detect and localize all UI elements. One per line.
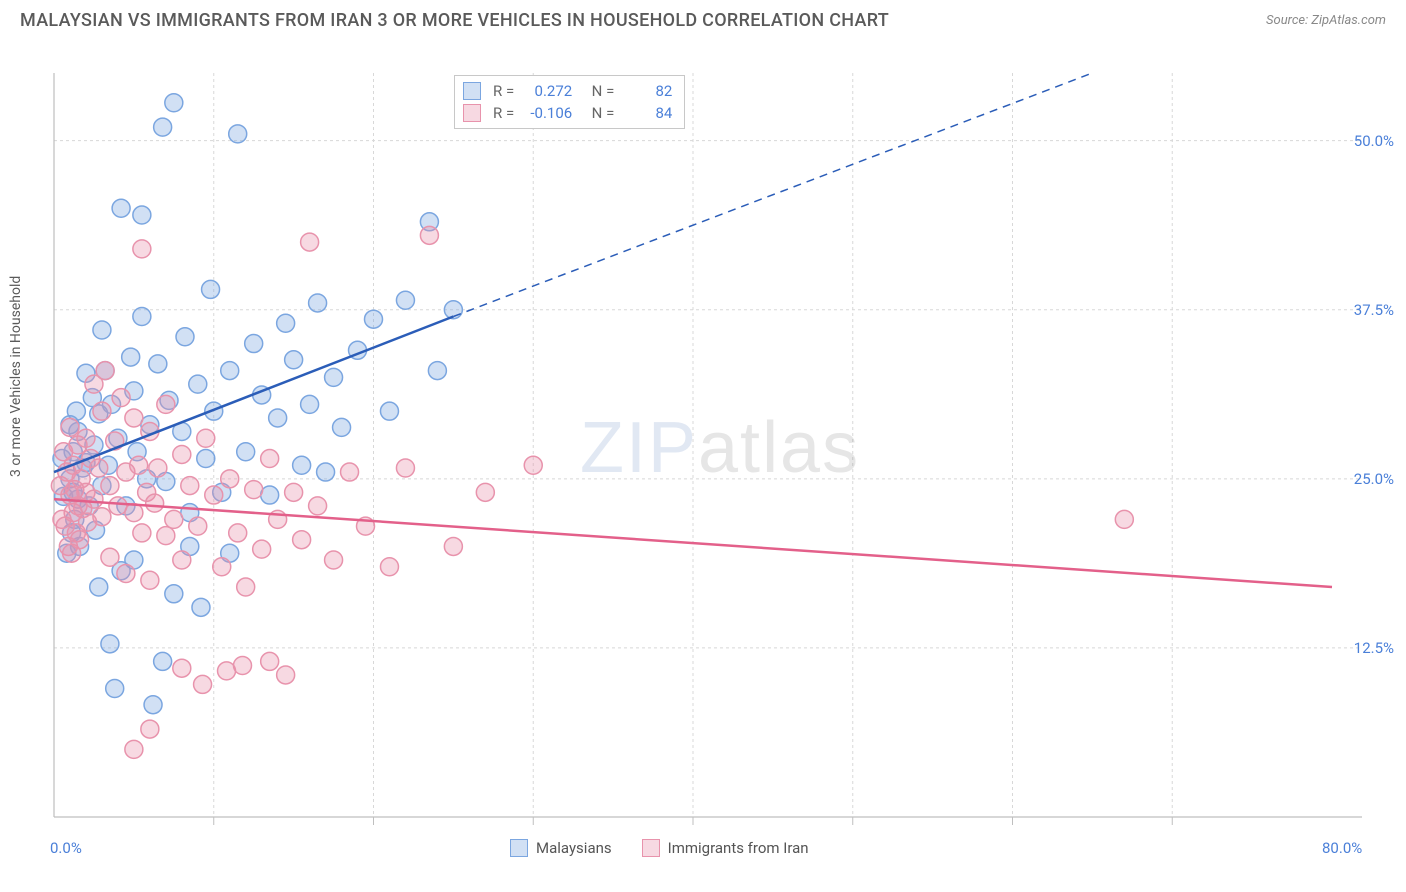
scatter-svg bbox=[0, 37, 1406, 857]
y-axis-label: 3 or more Vehicles in Household bbox=[8, 276, 24, 477]
y-tick-label: 25.0% bbox=[1354, 470, 1394, 488]
bottom-legend-item-1: Immigrants from Iran bbox=[642, 839, 809, 857]
legend-row-0: R = 0.272 N = 82 bbox=[463, 80, 672, 102]
n-label: N = bbox=[584, 82, 614, 100]
r-label: R = bbox=[493, 104, 514, 122]
x-tick-max: 80.0% bbox=[1322, 839, 1362, 857]
y-tick-label: 12.5% bbox=[1354, 639, 1394, 657]
y-tick-label: 37.5% bbox=[1354, 301, 1394, 319]
source-label: Source: ZipAtlas.com bbox=[1266, 13, 1386, 28]
n-value-1: 84 bbox=[620, 104, 672, 122]
bottom-legend-label-1: Immigrants from Iran bbox=[668, 839, 809, 857]
bottom-legend-label-0: Malaysians bbox=[536, 839, 612, 857]
chart-area: 3 or more Vehicles in Household ZIPatlas… bbox=[0, 37, 1406, 857]
r-value-1: -0.106 bbox=[520, 104, 572, 122]
bottom-legend: Malaysians Immigrants from Iran bbox=[510, 839, 809, 857]
n-value-0: 82 bbox=[620, 82, 672, 100]
swatch-malaysians bbox=[463, 82, 481, 100]
legend-row-1: R = -0.106 N = 84 bbox=[463, 102, 672, 124]
chart-title: MALAYSIAN VS IMMIGRANTS FROM IRAN 3 OR M… bbox=[20, 10, 889, 31]
r-label: R = bbox=[493, 82, 514, 100]
n-label: N = bbox=[584, 104, 614, 122]
correlation-legend: R = 0.272 N = 82 R = -0.106 N = 84 bbox=[454, 75, 685, 129]
swatch-malaysians-icon bbox=[510, 839, 528, 857]
x-tick-min: 0.0% bbox=[50, 839, 82, 857]
bottom-legend-item-0: Malaysians bbox=[510, 839, 612, 857]
y-tick-label: 50.0% bbox=[1354, 132, 1394, 150]
swatch-iran bbox=[463, 104, 481, 122]
swatch-iran-icon bbox=[642, 839, 660, 857]
r-value-0: 0.272 bbox=[520, 82, 572, 100]
